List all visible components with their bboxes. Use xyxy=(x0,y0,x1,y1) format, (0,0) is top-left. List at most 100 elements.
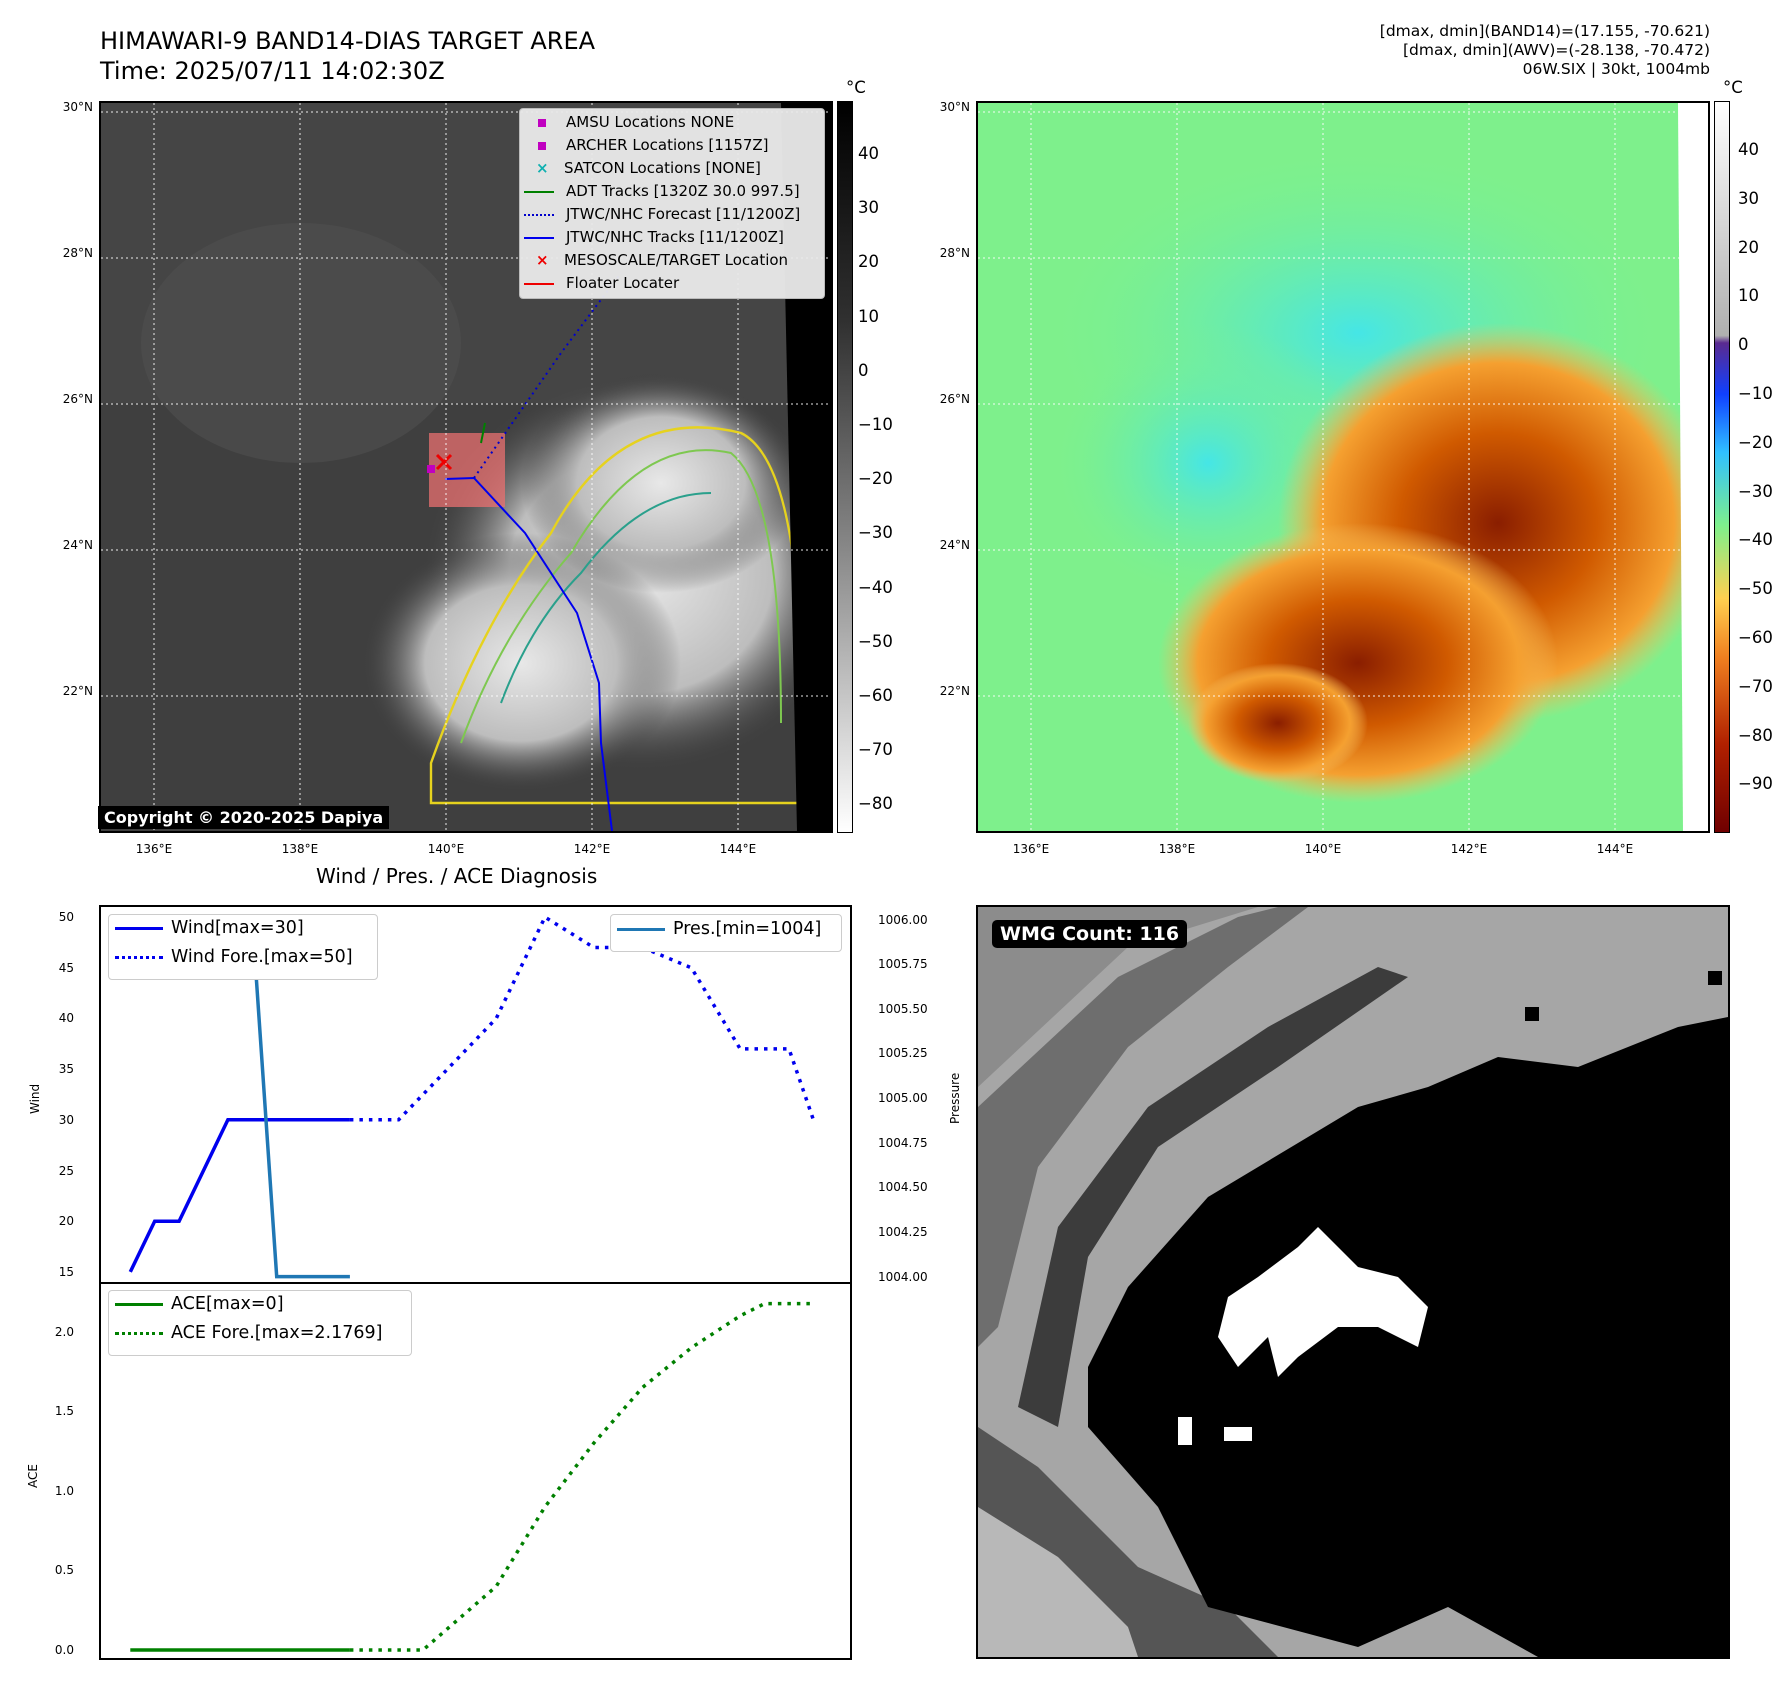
wind-tick-label: 30 xyxy=(58,1112,74,1127)
colorbar-tick-label: 10 xyxy=(858,306,879,326)
lat-tick-label: 28°N xyxy=(939,246,970,260)
dotted-line-icon xyxy=(115,955,163,959)
lat-tick-label: 30°N xyxy=(939,100,970,114)
x-marker-icon: × xyxy=(536,251,549,269)
stats-header: [dmax, dmin](BAND14)=(17.155, -70.621) [… xyxy=(1380,22,1710,79)
lat-tick-label: 26°N xyxy=(939,392,970,406)
colorbar-tick-label: −70 xyxy=(1738,676,1773,696)
color-colorbar-unit: °C xyxy=(1723,78,1743,97)
colorbar-tick-label: 20 xyxy=(1738,237,1759,257)
legend-item-ace-forecast: ACE Fore.[max=2.1769] xyxy=(115,1323,382,1343)
dotted-line-icon xyxy=(524,213,554,216)
lat-tick-label: 24°N xyxy=(939,538,970,552)
diagnosis-title: Wind / Pres. / ACE Diagnosis xyxy=(316,864,598,888)
ace-tick-label: 1.5 xyxy=(54,1404,74,1419)
colorbar-tick-label: −90 xyxy=(1738,774,1773,794)
colorbar-tick-label: −30 xyxy=(1738,481,1773,501)
pressure-tick-label: 1006.00 xyxy=(878,912,928,927)
colorbar-tick-label: 0 xyxy=(1738,335,1749,355)
series-line-1 xyxy=(349,1301,814,1652)
colorbar-tick-label: −40 xyxy=(1738,530,1773,550)
awv-map-panel xyxy=(976,101,1710,833)
solid-line-icon xyxy=(115,926,163,930)
colorbar-tick-label: −10 xyxy=(1738,384,1773,403)
colorbar-tick-label: −80 xyxy=(1738,725,1773,745)
legend-item-floater: Floater Locater xyxy=(520,274,679,292)
series-line-0 xyxy=(128,1118,350,1273)
legend-item-adt: ADT Tracks [1320Z 30.0 997.5] xyxy=(520,182,800,200)
series-line-1 xyxy=(349,914,816,1122)
lat-tick-label: 30°N xyxy=(62,100,93,114)
colorbar-tick-label: −70 xyxy=(858,740,893,760)
legend-item-jtwc-forecast: JTWC/NHC Forecast [11/1200Z] xyxy=(520,205,800,223)
wind-tick-label: 20 xyxy=(58,1214,74,1229)
wmg-panel xyxy=(976,905,1730,1659)
wind-axis-label: Wind xyxy=(28,1083,42,1114)
line-dot-icon xyxy=(524,236,554,239)
colorbar-tick-label: −80 xyxy=(858,794,893,814)
pressure-tick-label: 1004.75 xyxy=(878,1135,928,1150)
colorbar-tick-label: −50 xyxy=(858,631,893,651)
lon-tick-label: 144°E xyxy=(719,842,757,856)
line-marker-icon xyxy=(524,282,554,285)
map-legend: AMSU Locations NONE ARCHER Locations [11… xyxy=(519,108,825,299)
wind-tick-label: 50 xyxy=(58,910,74,925)
colorbar-tick-label: 10 xyxy=(1738,286,1759,306)
ace-plot xyxy=(99,1282,852,1660)
ace-axis-label: ACE xyxy=(26,1464,40,1488)
lon-tick-label: 140°E xyxy=(1304,842,1342,856)
legend-item-jtwc-tracks: JTWC/NHC Tracks [11/1200Z] xyxy=(520,228,784,246)
colorbar-tick-label: −50 xyxy=(1738,579,1773,599)
legend-item-mesoscale: × MESOSCALE/TARGET Location xyxy=(536,251,789,269)
figure-title: HIMAWARI-9 BAND14-DIAS TARGET AREA Time:… xyxy=(100,27,596,85)
pressure-tick-label: 1005.25 xyxy=(878,1046,928,1061)
lon-tick-label: 142°E xyxy=(573,842,611,856)
lon-tick-label: 142°E xyxy=(1450,842,1488,856)
colorbar-tick-label: 30 xyxy=(1738,188,1759,208)
lon-tick-label: 136°E xyxy=(1012,842,1050,856)
gray-colorbar-unit: °C xyxy=(846,78,866,97)
pressure-tick-label: 1004.50 xyxy=(878,1180,928,1195)
pressure-tick-label: 1005.50 xyxy=(878,1001,928,1016)
square-marker-icon xyxy=(538,119,546,127)
legend-item-satcon: × SATCON Locations [NONE] xyxy=(536,159,761,177)
legend-item-pressure: Pres.[min=1004] xyxy=(617,919,821,939)
colorbar-tick-label: −20 xyxy=(1738,432,1773,452)
square-marker-icon xyxy=(538,142,546,150)
legend-item-wind: Wind[max=30] xyxy=(115,918,304,938)
pressure-tick-label: 1005.75 xyxy=(878,957,928,972)
wind-tick-label: 45 xyxy=(58,960,74,975)
storm-info: 06W.SIX | 30kt, 1004mb xyxy=(1522,60,1710,78)
line-marker-icon xyxy=(524,190,554,193)
wind-tick-label: 35 xyxy=(58,1062,74,1077)
gray-colorbar xyxy=(837,101,853,833)
lat-tick-label: 28°N xyxy=(62,246,93,260)
lon-tick-label: 138°E xyxy=(1158,842,1196,856)
solid-line-icon xyxy=(115,1302,163,1306)
lat-tick-label: 26°N xyxy=(62,392,93,406)
dotted-line-icon xyxy=(115,1331,163,1335)
wind-legend: Wind[max=30] Wind Fore.[max=50] xyxy=(108,914,378,980)
ace-tick-label: 2.0 xyxy=(54,1324,74,1339)
pressure-legend: Pres.[min=1004] xyxy=(610,914,842,952)
colorbar-tick-label: −30 xyxy=(858,523,893,543)
wind-tick-label: 25 xyxy=(58,1163,74,1178)
lon-tick-label: 140°E xyxy=(427,842,465,856)
lon-tick-label: 144°E xyxy=(1596,842,1634,856)
pressure-tick-label: 1005.00 xyxy=(878,1091,928,1106)
lat-tick-label: 22°N xyxy=(62,684,93,698)
wind-tick-label: 40 xyxy=(58,1011,74,1026)
colorbar-tick-label: −10 xyxy=(858,415,893,434)
color-colorbar xyxy=(1714,101,1730,833)
copyright-label: Copyright © 2020-2025 Dapiya xyxy=(98,806,390,829)
legend-item-ace: ACE[max=0] xyxy=(115,1294,284,1314)
wmg-count-badge: WMG Count: 116 xyxy=(992,920,1188,948)
pressure-tick-label: 1004.00 xyxy=(878,1269,928,1284)
lat-tick-label: 22°N xyxy=(939,684,970,698)
colorbar-tick-label: −20 xyxy=(858,469,893,489)
colorbar-tick-label: 20 xyxy=(858,252,879,272)
colorbar-tick-label: −40 xyxy=(858,577,893,597)
solid-line-icon xyxy=(617,927,665,931)
colorbar-tick-label: 40 xyxy=(1738,140,1759,159)
ace-tick-label: 0.5 xyxy=(54,1563,74,1578)
